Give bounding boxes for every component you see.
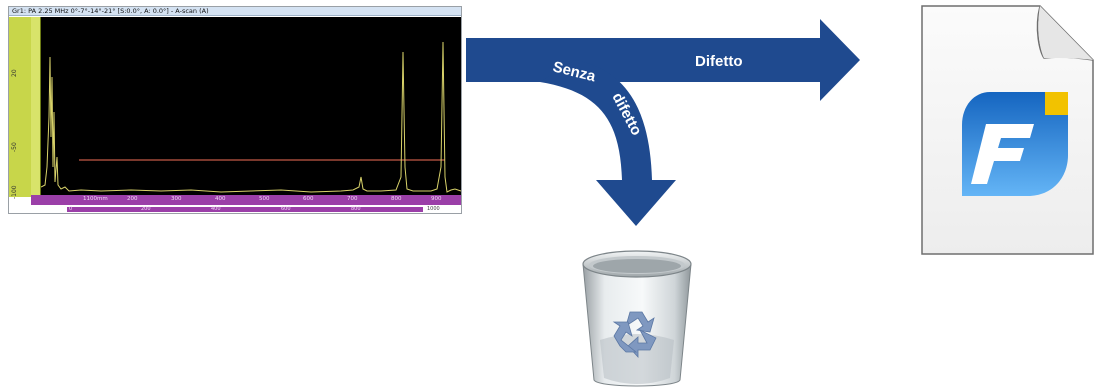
scale-label: 300	[171, 196, 182, 202]
defect-label: Difetto	[695, 53, 743, 70]
bar-label: 800	[351, 206, 361, 212]
scale-label: 200	[127, 196, 138, 202]
ascan-display	[40, 17, 462, 195]
scan-range-bar: 0 200 400 600 800 1000	[31, 206, 461, 213]
scale-label: 600	[303, 196, 314, 202]
ascan-trace	[40, 41, 462, 193]
bar-label: 400	[211, 206, 221, 212]
ascan-trace-plot	[40, 41, 462, 193]
document-file-icon	[921, 5, 1094, 255]
bar-label: 600	[281, 206, 291, 212]
recycle-symbol	[612, 311, 657, 359]
no-defect-arrow	[540, 60, 676, 226]
logo-accent-square	[1045, 92, 1068, 115]
recycle-bin-icon	[582, 250, 692, 387]
scale-label: 700	[347, 196, 358, 202]
ascan-window: Gr1: PA 2.25 MHz 0°-7°-14°-21° [S:0.0°, …	[8, 6, 462, 214]
scale-label: 500	[259, 196, 270, 202]
amplitude-ruler-secondary	[31, 17, 41, 197]
distance-scale: 1100mm 200 300 400 500 600 700 800 900	[31, 195, 461, 205]
scale-label: 400	[215, 196, 226, 202]
scan-range-fill	[67, 207, 423, 212]
bar-label: 0	[69, 206, 73, 212]
defect-arrow	[466, 19, 860, 101]
ascan-title-bar: Gr1: PA 2.25 MHz 0°-7°-14°-21° [S:0.0°, …	[9, 7, 461, 16]
scale-label: 900	[431, 196, 442, 202]
f-logo-icon	[962, 92, 1068, 196]
scale-label: 800	[391, 196, 402, 202]
logo-letter-f	[971, 124, 1034, 184]
bar-label: 200	[141, 206, 151, 212]
flow-arrow-group	[466, 19, 860, 226]
bar-label: 1000	[427, 206, 440, 212]
scale-label: 1100mm	[83, 196, 108, 202]
